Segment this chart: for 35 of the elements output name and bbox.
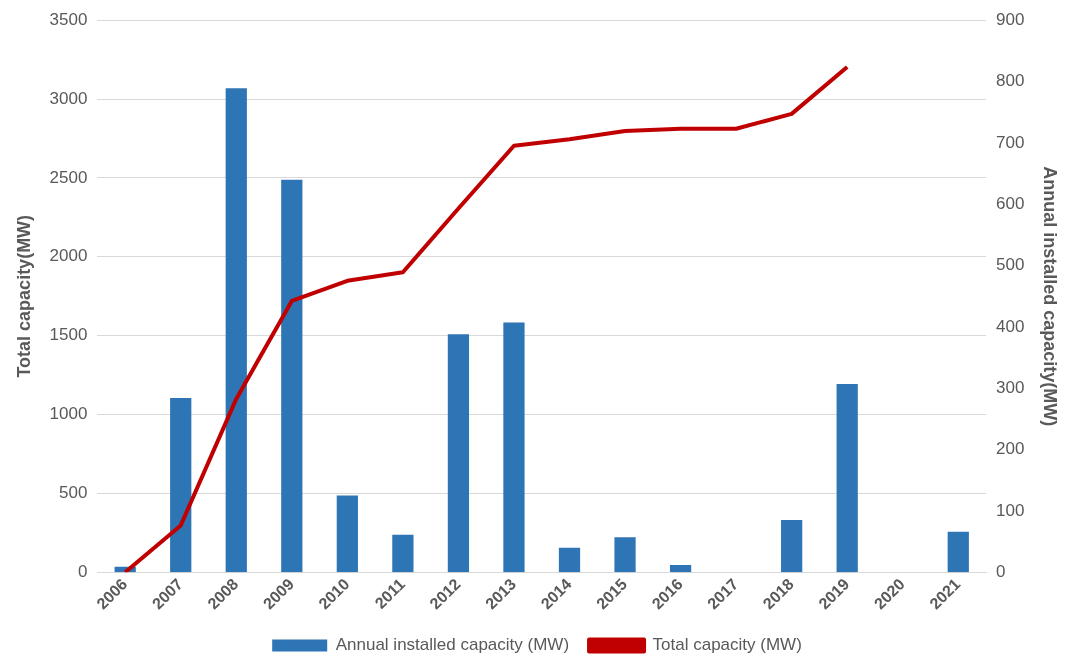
y-tick-label: 1000	[49, 404, 88, 424]
bar	[336, 495, 358, 573]
bar	[781, 520, 803, 573]
y2-tick-label: 500	[996, 255, 1025, 275]
y-tick-label: 3000	[49, 88, 88, 108]
y2-tick-label: 400	[996, 316, 1025, 336]
bar	[170, 398, 192, 573]
bar	[447, 334, 470, 573]
y-tick-label: 2000	[49, 246, 88, 266]
legend-label: Total capacity (MW)	[652, 635, 802, 655]
y2-tick-label: 800	[996, 71, 1025, 91]
bar	[947, 531, 969, 573]
y2-tick-label: 0	[996, 561, 1006, 581]
y2-tick-label: 700	[996, 132, 1025, 152]
y-axis-title: Total capacity(MW)	[13, 214, 34, 378]
bar	[281, 179, 303, 573]
bar	[669, 564, 692, 573]
bar	[503, 322, 525, 573]
y2-tick-label: 300	[996, 377, 1025, 397]
y2-tick-label: 200	[996, 439, 1025, 459]
y-tick-label: 3500	[49, 9, 88, 29]
y2-axis-title: Annual installed capacity(MW)	[1040, 166, 1061, 427]
legend-label: Annual installed capacity (MW)	[335, 635, 570, 655]
y-tick-label: 1500	[49, 325, 88, 345]
y2-tick-label: 100	[996, 500, 1025, 520]
y-tick-label: 2500	[49, 167, 88, 187]
bar	[558, 547, 581, 573]
bar	[225, 88, 247, 573]
y-tick-label: 500	[59, 483, 88, 503]
y2-tick-label: 600	[996, 193, 1025, 213]
bar	[392, 534, 414, 573]
bar	[614, 537, 636, 573]
y-tick-label: 0	[77, 561, 88, 581]
bar	[836, 383, 858, 573]
y2-tick-label: 900	[996, 9, 1025, 29]
